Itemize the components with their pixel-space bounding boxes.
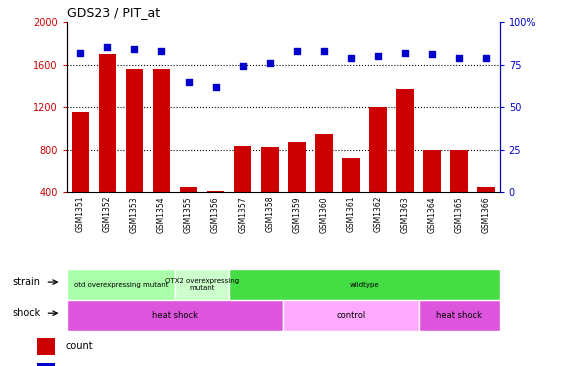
Text: GSM1360: GSM1360 [320, 196, 328, 233]
Bar [37, 363, 55, 366]
Text: strain: strain [12, 277, 40, 287]
Point [292, 48, 302, 54]
Bar [207, 191, 224, 192]
Text: GSM1358: GSM1358 [265, 196, 274, 232]
Bar [175, 269, 229, 300]
Point [157, 48, 166, 54]
Text: otd overexpressing mutant: otd overexpressing mutant [74, 281, 168, 288]
Text: GSM1359: GSM1359 [292, 196, 302, 233]
Point [184, 79, 193, 85]
Point [319, 48, 328, 54]
Text: GSM1357: GSM1357 [238, 196, 247, 233]
Text: GSM1364: GSM1364 [428, 196, 436, 233]
Bar [450, 150, 468, 192]
Point [346, 55, 356, 61]
Bar [396, 89, 414, 192]
Text: heat shock: heat shock [436, 311, 482, 320]
Text: GSM1366: GSM1366 [482, 196, 490, 233]
Text: GSM1365: GSM1365 [454, 196, 464, 233]
Point [211, 84, 220, 90]
Bar [423, 150, 441, 192]
Bar [99, 54, 116, 192]
Bar [125, 69, 144, 192]
Point [76, 50, 85, 56]
Bar [180, 187, 198, 192]
Bar [229, 269, 500, 300]
Point [482, 55, 491, 61]
Point [428, 51, 437, 57]
Bar [418, 300, 500, 331]
Point [265, 60, 274, 66]
Text: GSM1353: GSM1353 [130, 196, 139, 233]
Text: GSM1355: GSM1355 [184, 196, 193, 233]
Text: GDS23 / PIT_at: GDS23 / PIT_at [67, 6, 160, 19]
Bar [478, 187, 495, 192]
Text: GSM1362: GSM1362 [374, 196, 382, 232]
Text: OTX2 overexpressing
mutant: OTX2 overexpressing mutant [165, 278, 239, 291]
Text: GSM1363: GSM1363 [400, 196, 410, 233]
Point [238, 63, 248, 69]
Text: GSM1352: GSM1352 [103, 196, 112, 232]
Point [103, 45, 112, 51]
Text: wildtype: wildtype [350, 281, 379, 288]
Text: heat shock: heat shock [152, 311, 198, 320]
Point [130, 46, 139, 52]
Text: GSM1354: GSM1354 [157, 196, 166, 233]
Text: GSM1351: GSM1351 [76, 196, 85, 232]
Text: count: count [66, 341, 94, 351]
Point [373, 53, 382, 59]
Bar [153, 69, 170, 192]
Bar [288, 142, 306, 192]
Bar [261, 147, 278, 192]
Text: GSM1361: GSM1361 [346, 196, 356, 232]
Text: shock: shock [12, 308, 40, 318]
Bar [37, 338, 55, 355]
Point [454, 55, 464, 61]
Point [400, 50, 410, 56]
Bar [342, 158, 360, 192]
Bar [67, 269, 175, 300]
Text: GSM1356: GSM1356 [211, 196, 220, 233]
Bar [283, 300, 418, 331]
Bar [234, 146, 252, 192]
Bar [369, 107, 387, 192]
Bar [71, 112, 89, 192]
Bar [67, 300, 283, 331]
Text: control: control [336, 311, 365, 320]
Bar [315, 134, 332, 192]
